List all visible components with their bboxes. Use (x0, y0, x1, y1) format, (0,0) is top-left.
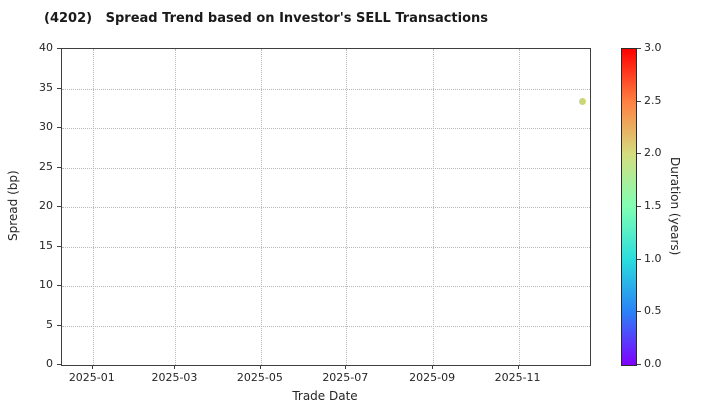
x-tick-mark (174, 365, 176, 369)
x-tick-mark (432, 365, 434, 369)
colorbar-tick-mark (637, 206, 641, 207)
x-tick-mark (517, 365, 519, 369)
x-tick-label: 2025-11 (494, 371, 541, 384)
x-tick-label: 2025-01 (68, 371, 115, 384)
x-tick-mark (91, 365, 93, 369)
scatter-point[interactable] (579, 97, 587, 105)
y-tick-mark (57, 324, 61, 326)
y-tick-label: 20 (39, 199, 53, 212)
colorbar-tick-label: 3.0 (644, 41, 662, 54)
grid-line-h (62, 88, 590, 90)
grid-line-v (346, 49, 348, 365)
y-tick-label: 25 (39, 159, 53, 173)
colorbar-tick-mark (637, 258, 641, 260)
y-tick-mark (57, 48, 61, 49)
y-tick-mark (57, 87, 61, 89)
grid-line-h (62, 167, 590, 169)
y-tick-label: 30 (39, 120, 53, 133)
grid-line-v (175, 49, 177, 365)
colorbar-tick-mark (637, 153, 641, 155)
x-tick-label: 2025-05 (236, 371, 283, 384)
y-tick-label: 0 (46, 357, 53, 370)
colorbar-tick-mark (637, 48, 641, 49)
y-tick-label: 15 (39, 238, 53, 252)
colorbar-tick-mark (637, 311, 641, 313)
y-tick-mark (57, 364, 61, 365)
y-tick-mark (57, 166, 61, 168)
colorbar-tick-label: 0.0 (644, 357, 662, 370)
grid-line-v (518, 49, 520, 365)
colorbar-tick-mark (637, 364, 641, 365)
colorbar (621, 48, 637, 366)
grid-line-v (260, 49, 262, 365)
y-tick-mark (57, 245, 61, 247)
x-tick-label: 2025-09 (409, 371, 456, 384)
grid-line-h (62, 246, 590, 248)
x-tick-mark (259, 365, 261, 369)
grid-line-v (92, 49, 94, 365)
y-tick-mark (57, 127, 61, 128)
x-tick-label: 2025-03 (151, 371, 198, 384)
x-tick-label: 2025-07 (322, 371, 369, 384)
y-tick-label: 5 (46, 317, 53, 331)
colorbar-label: Duration (years) (668, 156, 682, 256)
y-tick-label: 10 (39, 278, 53, 291)
plot-area (61, 48, 591, 366)
y-tick-label: 40 (39, 41, 53, 54)
colorbar-gradient (622, 49, 636, 365)
colorbar-tick-label: 0.5 (644, 304, 662, 318)
y-tick-label: 35 (39, 80, 53, 94)
grid-line-v (433, 49, 435, 365)
colorbar-tick-label: 1.0 (644, 251, 662, 265)
y-tick-mark (57, 206, 61, 207)
x-axis-label: Trade Date (292, 389, 358, 403)
y-tick-mark (57, 285, 61, 286)
grid-line-h (62, 207, 590, 208)
colorbar-tick-label: 2.0 (644, 146, 662, 160)
grid-line-h (62, 325, 590, 327)
chart-title: (4202) Spread Trend based on Investor's … (44, 11, 489, 26)
grid-line-h (62, 286, 590, 287)
x-tick-mark (345, 365, 347, 369)
colorbar-tick-mark (637, 100, 641, 102)
grid-line-h (62, 128, 590, 129)
colorbar-tick-label: 1.5 (644, 199, 662, 212)
colorbar-tick-label: 2.5 (644, 93, 662, 107)
